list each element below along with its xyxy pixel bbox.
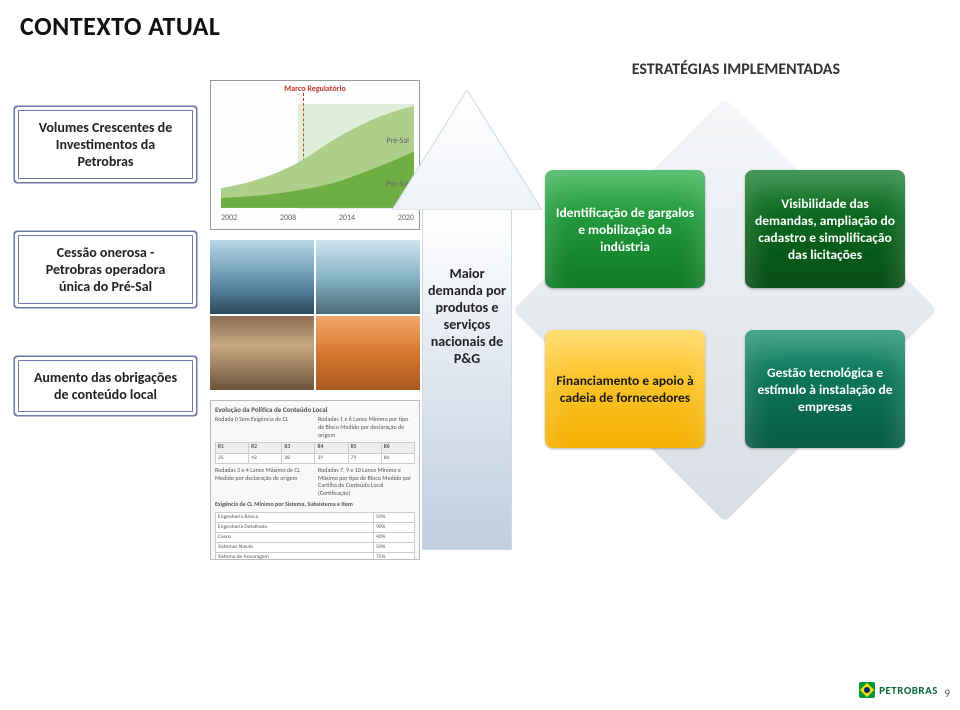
arrow-body: [422, 210, 512, 550]
table-col-a-head: Rodada 0 Sem Exigência de CL: [215, 416, 312, 439]
arrow-head-icon: [392, 90, 542, 210]
page-number: 9: [944, 687, 950, 700]
left-box-conteudo-local: Aumento das obrigações de conteúdo local: [18, 360, 193, 412]
footer: PETROBRAS: [859, 682, 938, 698]
cluster-box-financing: Financiamento e apoio à cadeia de fornec…: [545, 330, 705, 448]
table-col-b-head: Rodadas 1 e 6 Lance Mínimo por tipo de B…: [318, 416, 415, 439]
table-col-d-head: Rodadas 7, 9 e 10 Lance Mínimo e Máximo …: [318, 467, 415, 498]
photo-ship: [210, 316, 314, 390]
photo-workers: [316, 316, 420, 390]
table-rounds: R1R2 R3R4 R5R6 2542 2839 7986: [215, 442, 415, 463]
chart-svg: [221, 104, 414, 208]
brazil-flag-icon: [859, 682, 875, 698]
chart-legend-marco: Marco Regulatório: [284, 84, 346, 94]
arrow-label: Maior demanda por produtos e serviços na…: [426, 265, 508, 367]
table-foot: Engenharia Básica50% Engenharia Detalhad…: [215, 512, 415, 560]
table-col-c-head: Rodadas 3 e 4 Lance Máximo de CL Medido …: [215, 467, 312, 498]
cluster-diamond-bg: [513, 98, 937, 522]
petrobras-logo: PETROBRAS: [859, 682, 938, 698]
table-foot-head: Exigência de CL Mínimo por Sistema, Subs…: [215, 501, 415, 509]
section-subtitle: ESTRATÉGIAS IMPLEMENTADAS: [632, 60, 840, 79]
brand-name: PETROBRAS: [879, 684, 938, 697]
left-box-cessao: Cessão onerosa - Petrobras operadora úni…: [18, 235, 193, 304]
xlabel: 2014: [339, 213, 355, 223]
left-box-investments: Volumes Crescentes de Investimentos da P…: [18, 110, 193, 179]
middle-column: Marco Regulatório Pré-Sal Pós-Sal 2002 2…: [210, 80, 420, 560]
slide: CONTEXTO ATUAL ESTRATÉGIAS IMPLEMENTADAS…: [0, 0, 960, 710]
chart-plot-area: [221, 104, 414, 209]
page-title: CONTEXTO ATUAL: [20, 10, 940, 42]
table-title: Evolução da Política de Conteúdo Local: [215, 405, 415, 414]
xlabel: 2008: [280, 213, 296, 223]
strategy-cluster: Identificação de gargalos e mobilização …: [525, 100, 925, 520]
cluster-box-visibility: Visibilidade das demandas, ampliação do …: [745, 170, 905, 288]
xlabel: 2002: [221, 213, 237, 223]
local-content-table: Evolução da Política de Conteúdo Local R…: [210, 400, 420, 560]
photo-offshore-2: [316, 240, 420, 314]
left-column: Volumes Crescentes de Investimentos da P…: [18, 110, 193, 412]
photo-grid: [210, 240, 420, 390]
cluster-box-technology: Gestão tecnológica e estímulo à instalaç…: [745, 330, 905, 448]
xlabel: 2020: [398, 213, 414, 223]
photo-offshore-1: [210, 240, 314, 314]
chart-x-axis: 2002 2008 2014 2020: [221, 213, 414, 223]
investment-growth-chart: Marco Regulatório Pré-Sal Pós-Sal 2002 2…: [210, 80, 420, 230]
cluster-box-identification: Identificação de gargalos e mobilização …: [545, 170, 705, 288]
demand-arrow: Maior demanda por produtos e serviços na…: [422, 90, 512, 550]
